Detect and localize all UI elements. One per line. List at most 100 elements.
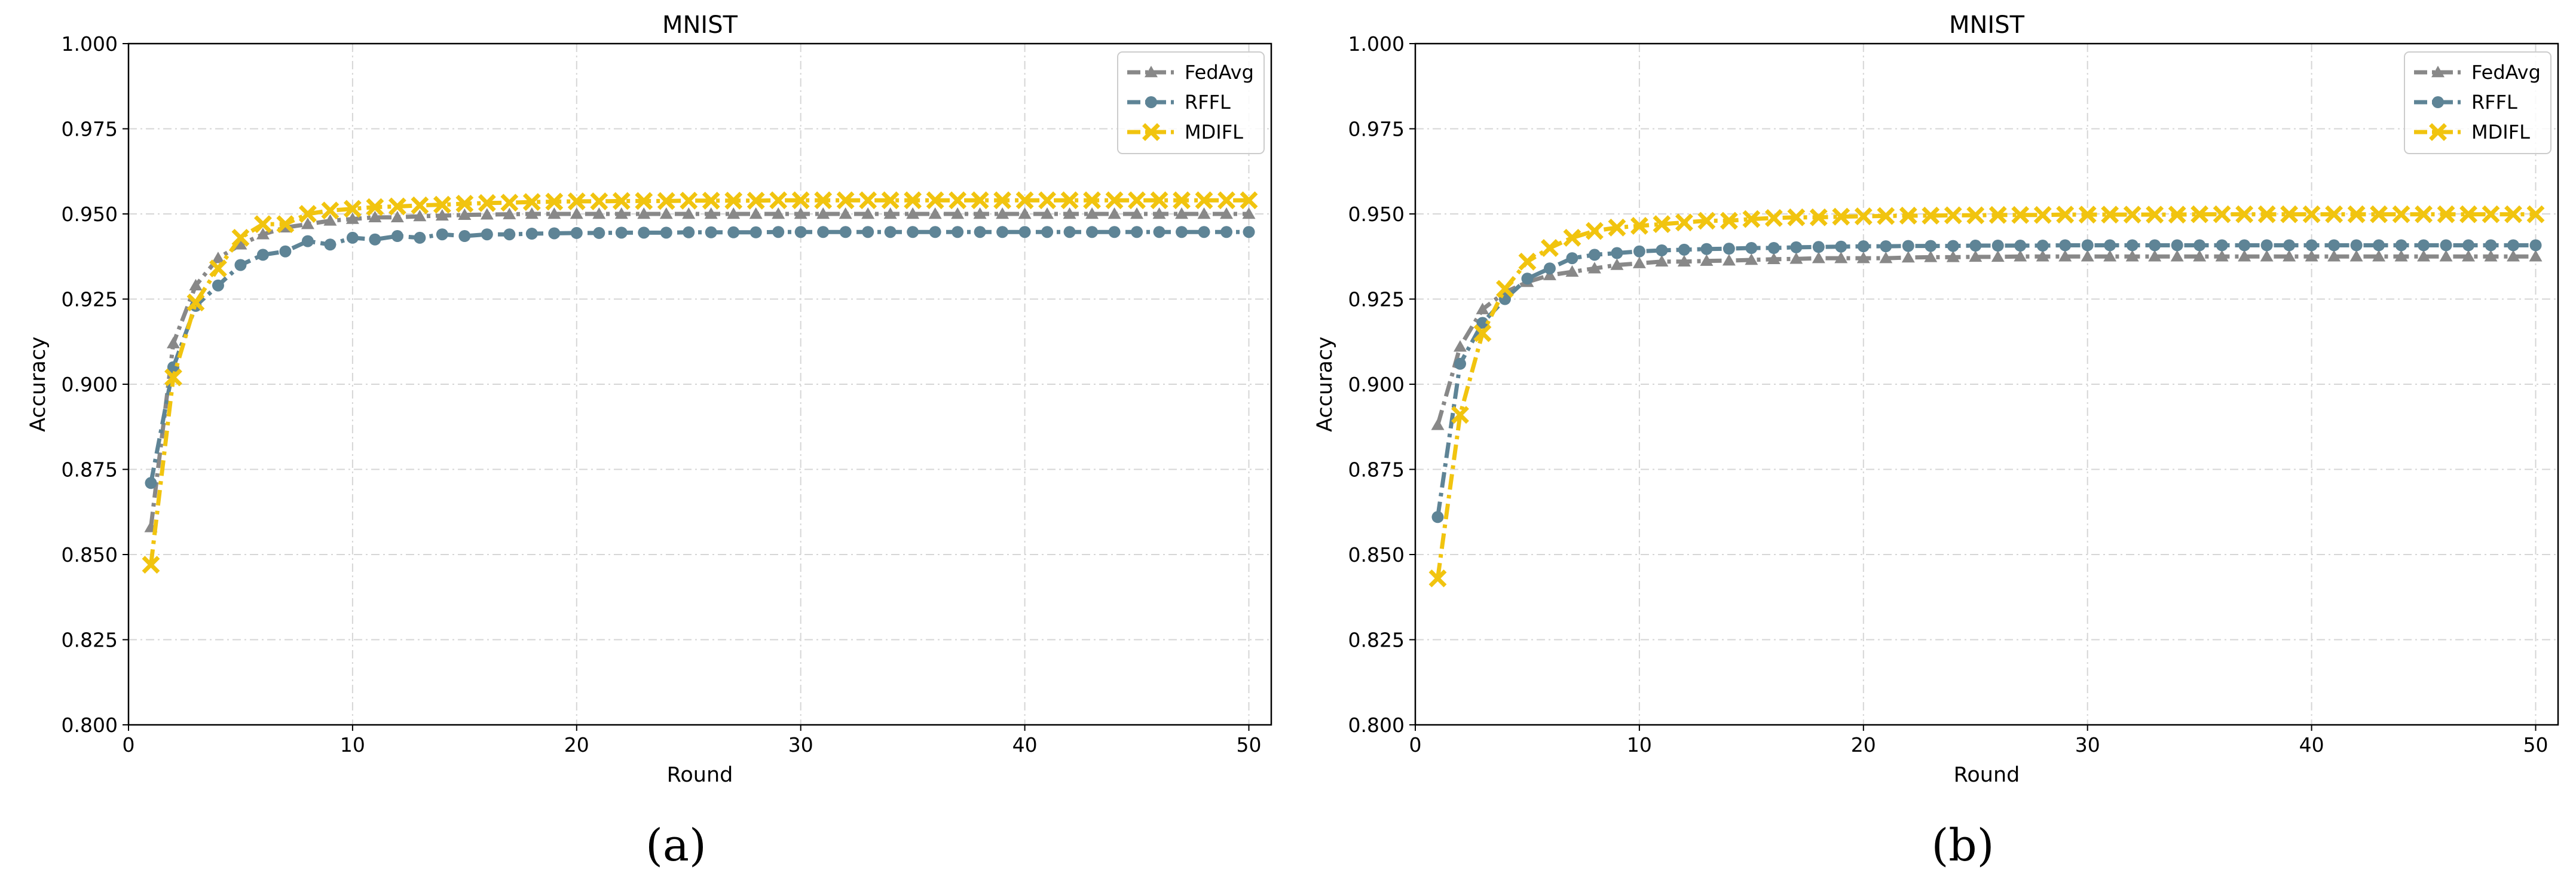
- fedavg-point: [996, 207, 1009, 219]
- rffl-point: [145, 477, 157, 489]
- mdifl-point: [1173, 191, 1191, 210]
- rffl-point: [525, 228, 538, 240]
- rffl-point: [1700, 243, 1713, 255]
- mdifl-point: [2459, 205, 2477, 223]
- mdifl-point-stroke: [680, 191, 698, 210]
- fedavg-point: [727, 207, 741, 219]
- mdifl-point-stroke: [702, 191, 720, 210]
- fedavg-point: [1834, 252, 1848, 264]
- rffl-point: [2014, 240, 2027, 252]
- y-tick-label: 0.975: [62, 118, 118, 141]
- mdifl-point: [2482, 205, 2500, 223]
- fedavg-line: [149, 212, 1249, 528]
- mdifl-point: [1540, 239, 1559, 257]
- rffl-point: [1812, 241, 1825, 253]
- mdifl-point-stroke: [2101, 206, 2119, 224]
- series-rffl: [145, 226, 1255, 489]
- mdifl-point-stroke: [231, 228, 250, 247]
- rffl-point: [1723, 243, 1735, 255]
- fedavg-point: [2148, 250, 2162, 262]
- fedavg-point: [1655, 255, 1669, 267]
- mdifl-point: [1496, 280, 1514, 298]
- mdifl-point-stroke: [321, 201, 339, 220]
- mdifl-point: [2302, 205, 2321, 223]
- mdifl-point-stroke: [859, 191, 877, 210]
- mdifl-point-stroke: [1988, 206, 2007, 224]
- mdifl-point-stroke: [1630, 217, 1648, 235]
- mdifl-point: [1240, 191, 1258, 210]
- x-axis-label: Round: [667, 763, 733, 787]
- mdifl-point: [1787, 208, 1806, 226]
- fedavg-point: [2305, 250, 2318, 262]
- y-tick-label: 0.875: [1348, 458, 1405, 482]
- rffl-point: [2507, 239, 2520, 252]
- mdifl-point-stroke: [1899, 206, 1917, 225]
- fedavg-point: [1063, 207, 1076, 219]
- rffl-point: [1969, 240, 1982, 252]
- mdifl-point-stroke: [612, 192, 631, 210]
- mdifl-point-stroke: [1451, 406, 1469, 424]
- rffl-point: [1745, 242, 1758, 254]
- fedavg-point: [2439, 250, 2453, 262]
- fedavg-point: [883, 207, 897, 219]
- fedavg-point: [1108, 207, 1121, 219]
- rffl-point: [1566, 252, 1578, 265]
- rffl-point: [1857, 240, 1870, 253]
- rffl-point: [279, 245, 292, 258]
- rffl-point: [2036, 240, 2049, 252]
- mdifl-point-stroke: [1720, 212, 1738, 230]
- fedavg-line: [1436, 254, 2536, 426]
- mdifl-point: [2504, 205, 2522, 223]
- rffl-point: [839, 226, 852, 238]
- fedavg-point: [2507, 250, 2520, 262]
- mdifl-point: [657, 192, 675, 210]
- fedavg-point: [2394, 250, 2408, 262]
- fedavg-point: [1242, 207, 1256, 219]
- chart-panel-a: 0 10 20 30 40 50 0.800 0.825 0.850 0.875 0.900 0.92…: [26, 11, 1272, 871]
- rffl-point: [2529, 239, 2542, 252]
- mdifl-point-stroke: [724, 191, 743, 210]
- rffl-point: [2260, 239, 2273, 252]
- fedavg-point: [2283, 250, 2296, 262]
- mdifl-point-stroke: [881, 191, 900, 210]
- fedavg-point: [2081, 250, 2094, 262]
- rffl-point: [548, 227, 561, 240]
- rffl-point: [2305, 239, 2318, 252]
- fedavg-point: [1991, 250, 2005, 262]
- mdifl-point-stroke: [1877, 207, 1895, 225]
- fedavg-point: [1812, 252, 1825, 264]
- mdifl-point-stroke: [276, 215, 295, 234]
- rffl-point: [1176, 226, 1188, 238]
- rffl-point: [1131, 226, 1143, 238]
- rffl-point: [1902, 240, 1914, 252]
- fedavg-point: [1130, 207, 1144, 219]
- fedavg-point: [1745, 253, 1758, 265]
- mdifl-point: [298, 205, 317, 223]
- mdifl-point-stroke: [814, 191, 833, 210]
- legend: FedAvg RFFL MDIFL: [2404, 51, 2551, 154]
- mdifl-point-stroke: [1473, 324, 1492, 342]
- rffl-point: [1108, 226, 1121, 238]
- legend-marker: [1145, 96, 1157, 108]
- fedavg-point: [2327, 250, 2341, 262]
- mdifl-point: [814, 191, 833, 210]
- mdifl-point-stroke: [1217, 191, 1235, 210]
- mdifl-point: [411, 196, 429, 215]
- rffl-point: [2373, 239, 2385, 252]
- rffl-point: [996, 226, 1009, 238]
- mdifl-point-stroke: [2146, 206, 2164, 224]
- fedavg-point: [2193, 250, 2207, 262]
- rffl-point: [1790, 241, 1803, 253]
- mdifl-point: [791, 191, 810, 210]
- x-tick-label: 20: [1851, 733, 1876, 757]
- mdifl-point: [1944, 206, 1962, 225]
- rffl-point: [705, 226, 717, 238]
- mdifl-point: [478, 194, 496, 212]
- fedavg-point: [2484, 250, 2498, 262]
- mdifl-point: [2370, 205, 2388, 223]
- mdifl-point: [836, 191, 855, 210]
- fedavg-point: [2349, 250, 2363, 262]
- rffl-point: [952, 226, 964, 238]
- mdifl-point: [949, 191, 967, 210]
